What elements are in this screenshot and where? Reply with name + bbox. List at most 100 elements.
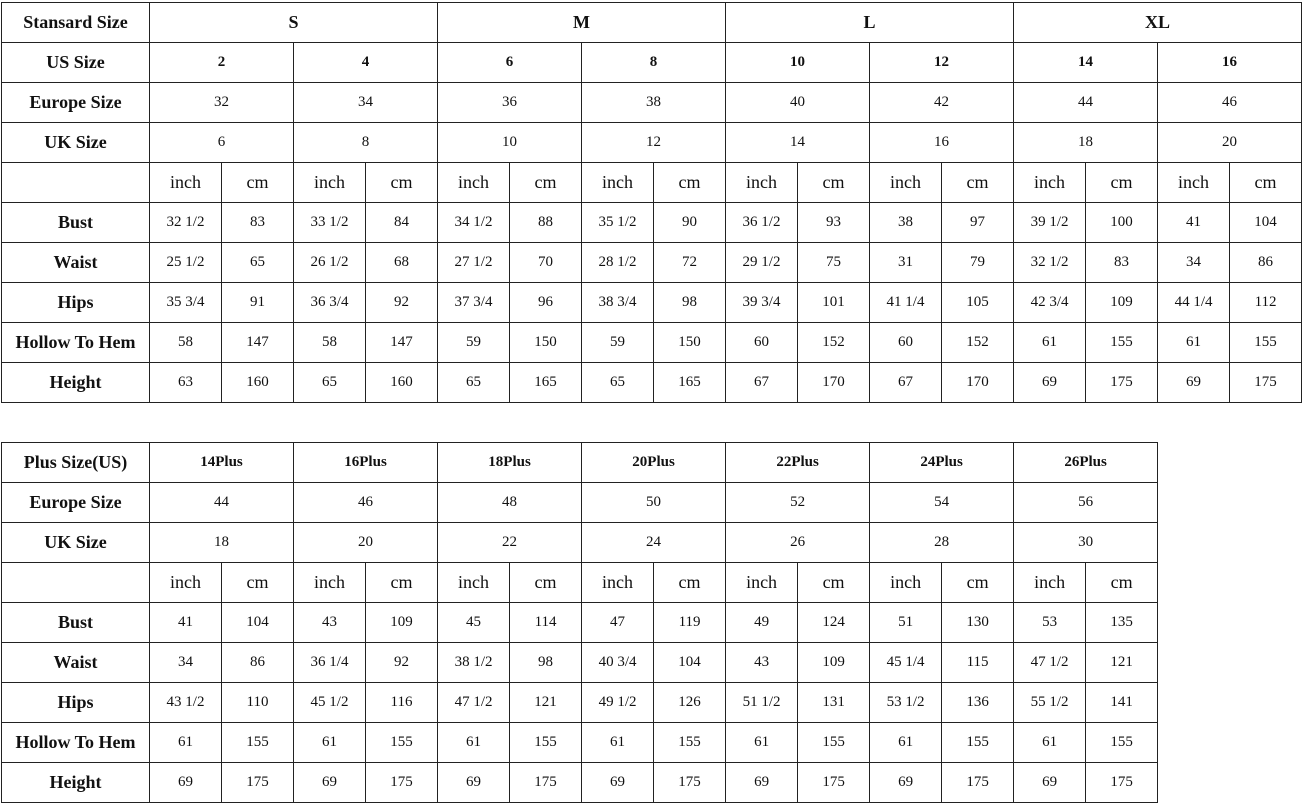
europe-size-cell: 32: [149, 82, 294, 123]
unit-cm: cm: [797, 162, 871, 203]
measurement-value: 39 3/4: [725, 282, 799, 323]
size-header: XL: [1013, 2, 1302, 43]
measurement-value: 31: [869, 242, 943, 283]
measurement-value: 155: [653, 722, 727, 763]
uk-size-cell: 18: [148, 522, 295, 563]
measurement-value: 60: [869, 322, 943, 363]
measurement-value: 98: [653, 282, 727, 323]
measurement-value: 112: [1229, 282, 1302, 323]
measurement-row-bust: Bust 41 104 43 109 45 114 47 119 49 124 51 130 53 135: [1, 602, 1159, 643]
size-header-row: Stansard Size S M L XL: [1, 2, 1302, 43]
measurement-value: 121: [1085, 642, 1159, 683]
us-size-cell: 6: [437, 42, 583, 83]
measurement-value: 110: [220, 682, 295, 723]
measurement-value: 65: [293, 362, 366, 403]
empty-cell: [1, 562, 150, 603]
unit-cm: cm: [941, 562, 1015, 603]
size-header: L: [725, 2, 1015, 43]
europe-size-cell: 34: [292, 82, 439, 123]
measurement-value: 175: [509, 762, 583, 803]
unit-cm: cm: [653, 162, 727, 203]
measurement-value: 41 1/4: [869, 282, 943, 323]
measurement-value: 101: [797, 282, 871, 323]
measurement-row-hollow-to-hem: Hollow To Hem 58 147 58 147 59 150 59 150 60 152 60…: [1, 322, 1302, 363]
size-header: 18Plus: [437, 442, 583, 483]
europe-size-cell: 38: [581, 82, 727, 123]
unit-inch: inch: [725, 562, 799, 603]
measurement-value: 175: [365, 762, 439, 803]
measurement-value: 109: [1085, 282, 1159, 323]
measurement-value: 160: [221, 362, 294, 403]
europe-size-cell: 40: [725, 82, 871, 123]
size-header: 22Plus: [725, 442, 871, 483]
measurement-value: 59: [437, 322, 511, 363]
europe-size-cell: 36: [437, 82, 583, 123]
us-size-cell: 14: [1013, 42, 1159, 83]
measurement-value: 92: [364, 282, 439, 323]
unit-cm: cm: [653, 562, 727, 603]
measurement-value: 175: [941, 762, 1015, 803]
unit-cm: cm: [1085, 562, 1159, 603]
measurement-label: Waist: [1, 242, 150, 283]
measurement-value: 36 1/2: [725, 202, 799, 243]
unit-inch: inch: [293, 162, 366, 203]
measurement-value: 170: [797, 362, 871, 403]
measurement-label: Height: [1, 362, 150, 403]
measurement-value: 32 1/2: [149, 202, 222, 243]
empty-cell: [1, 162, 150, 203]
measurement-label: Hollow To Hem: [1, 322, 150, 363]
europe-size-label: Europe Size: [1, 82, 150, 123]
measurement-value: 45 1/4: [869, 642, 943, 683]
measurement-label: Hips: [1, 682, 150, 723]
europe-size-cell: 48: [437, 482, 583, 523]
measurement-value: 104: [1229, 202, 1302, 243]
measurement-value: 28 1/2: [581, 242, 655, 283]
measurement-value: 124: [797, 602, 871, 643]
measurement-value: 121: [509, 682, 583, 723]
size-header-row: Plus Size(US) 14Plus 16Plus 18Plus 20Plus 22P…: [1, 442, 1159, 483]
measurement-value: 175: [220, 762, 295, 803]
measurement-value: 98: [509, 642, 583, 683]
measurement-value: 92: [365, 642, 439, 683]
measurement-value: 116: [365, 682, 439, 723]
measurement-value: 41: [1157, 202, 1231, 243]
measurement-value: 42 3/4: [1013, 282, 1087, 323]
measurement-value: 60: [725, 322, 799, 363]
measurement-value: 175: [797, 762, 871, 803]
measurement-value: 69: [869, 762, 943, 803]
size-header: 14Plus: [148, 442, 295, 483]
europe-size-label: Europe Size: [1, 482, 150, 523]
measurement-value: 131: [797, 682, 871, 723]
measurement-value: 25 1/2: [149, 242, 222, 283]
measurement-value: 59: [581, 322, 655, 363]
europe-size-cell: 44: [1013, 82, 1159, 123]
measurement-value: 84: [364, 202, 439, 243]
measurement-row-hollow-to-hem: Hollow To Hem 61 155 61 155 61 155 61 155 61 155 61…: [1, 722, 1159, 763]
measurement-value: 79: [941, 242, 1015, 283]
unit-cm: cm: [221, 162, 294, 203]
unit-inch: inch: [1013, 162, 1087, 203]
measurement-value: 43 1/2: [149, 682, 222, 723]
measurement-label: Height: [1, 762, 150, 803]
uk-size-cell: 30: [1013, 522, 1159, 563]
measurement-value: 61: [725, 722, 799, 763]
unit-row: inch cm inch cm inch cm inch cm inch cm inch cm inch…: [1, 162, 1302, 203]
measurement-value: 165: [509, 362, 583, 403]
europe-size-cell: 46: [1157, 82, 1302, 123]
measurement-value: 104: [653, 642, 727, 683]
us-size-cell: 16: [1157, 42, 1302, 83]
uk-size-cell: 20: [1157, 122, 1302, 163]
measurement-value: 69: [1157, 362, 1231, 403]
measurement-value: 38 1/2: [437, 642, 511, 683]
measurement-value: 61: [581, 722, 655, 763]
unit-inch: inch: [293, 562, 367, 603]
us-size-cell: 4: [292, 42, 439, 83]
measurement-value: 90: [653, 202, 727, 243]
measurement-value: 61: [149, 722, 222, 763]
uk-size-label: UK Size: [1, 122, 150, 163]
measurement-value: 93: [797, 202, 871, 243]
measurement-label: Bust: [1, 602, 150, 643]
measurement-value: 51: [869, 602, 943, 643]
measurement-value: 104: [220, 602, 295, 643]
measurement-value: 97: [941, 202, 1015, 243]
